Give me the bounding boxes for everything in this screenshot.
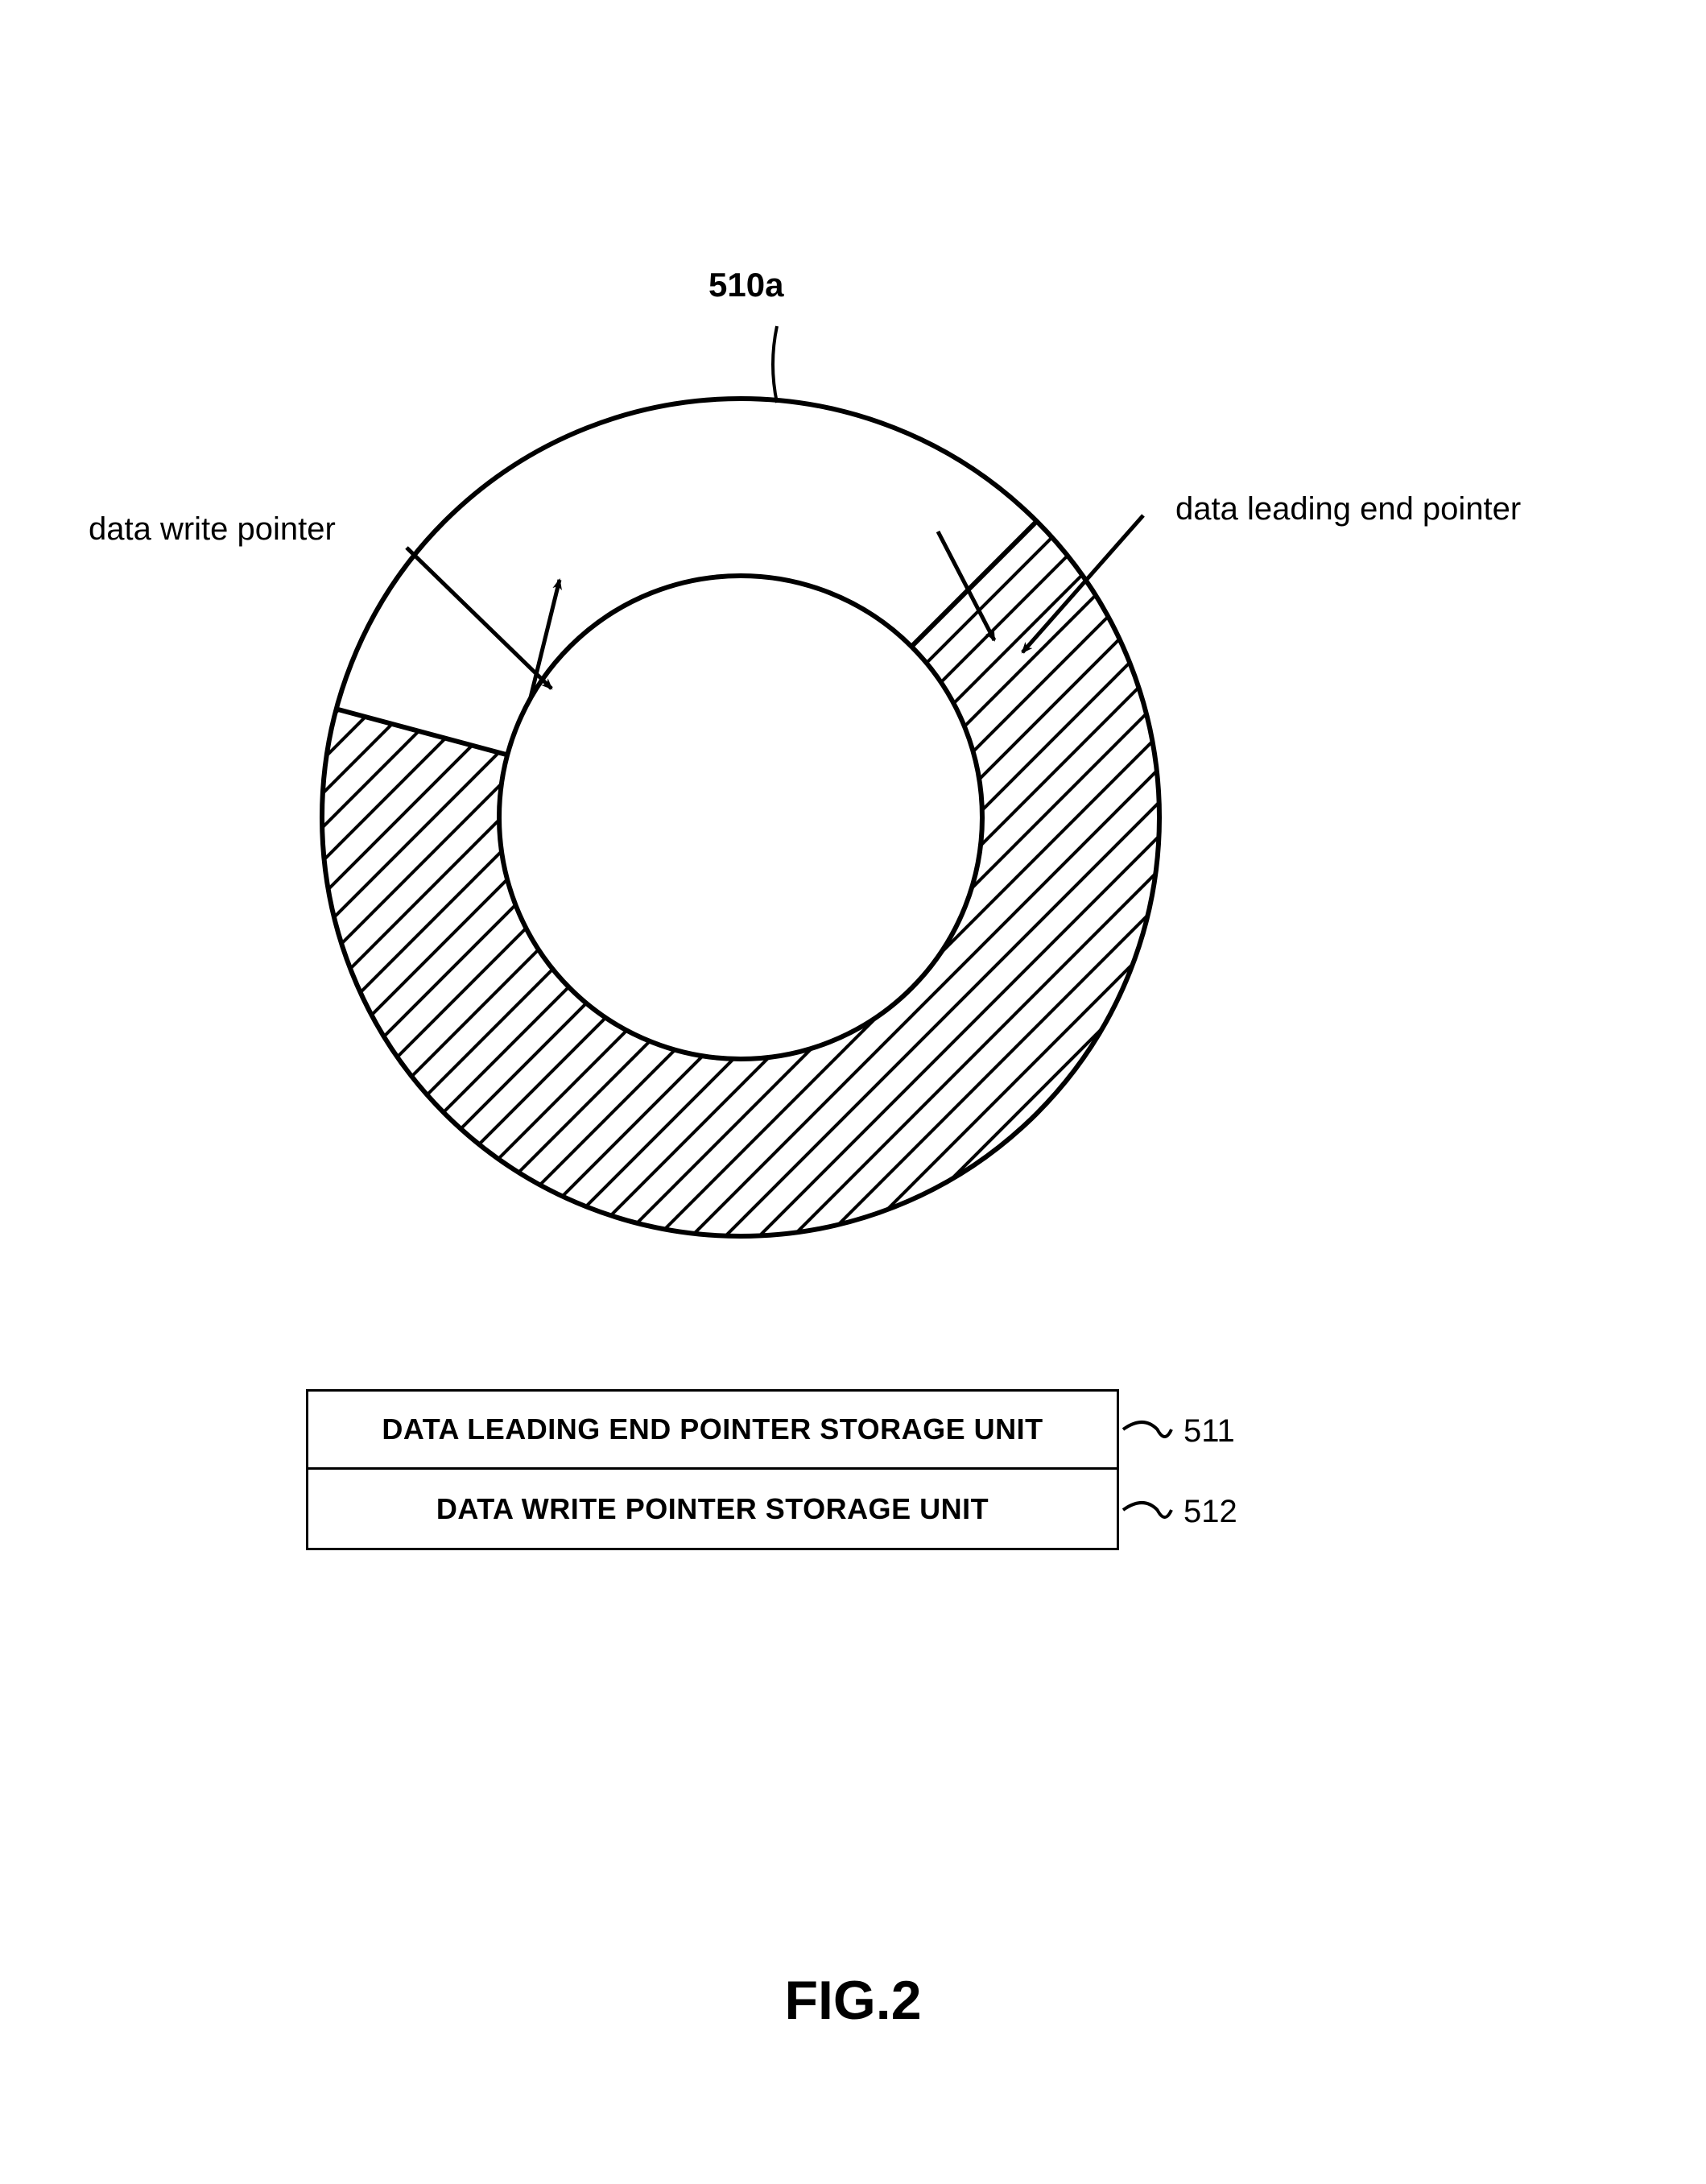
data-write-pointer-label: data write pointer — [89, 511, 336, 548]
table-cell-text: DATA WRITE POINTER STORAGE UNIT — [436, 1492, 989, 1526]
data-leading-end-pointer-label: data leading end pointer — [1175, 491, 1521, 527]
row-reference-label: 512 — [1183, 1494, 1237, 1530]
ring-reference-label: 510a — [708, 266, 783, 304]
table-cell-text: DATA LEADING END POINTER STORAGE UNIT — [382, 1413, 1043, 1446]
storage-unit-table: DATA LEADING END POINTER STORAGE UNIT DA… — [306, 1389, 1119, 1550]
figure-label: FIG.2 — [784, 1969, 921, 2032]
ring-buffer-diagram — [0, 0, 1706, 2184]
diagram-container: 510a data write pointer data leading end… — [0, 0, 1706, 2184]
row-reference-label: 511 — [1183, 1413, 1235, 1450]
table-row: DATA LEADING END POINTER STORAGE UNIT — [306, 1389, 1119, 1470]
table-row: DATA WRITE POINTER STORAGE UNIT — [306, 1470, 1119, 1550]
